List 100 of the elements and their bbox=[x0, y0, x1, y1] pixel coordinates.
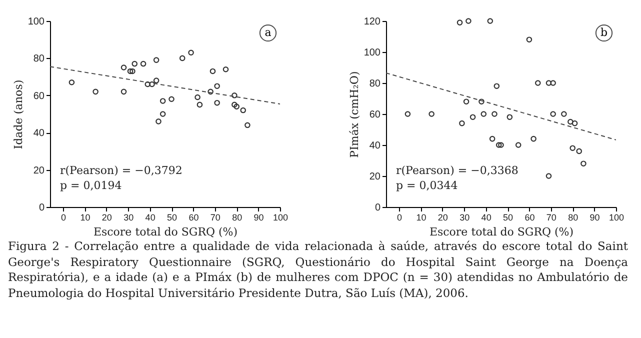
x-tick-label: 60 bbox=[524, 212, 535, 222]
point bbox=[404, 111, 411, 117]
point bbox=[153, 78, 160, 84]
point bbox=[534, 80, 541, 86]
point bbox=[550, 111, 556, 117]
point bbox=[120, 64, 127, 70]
x-tick-label: 50 bbox=[503, 212, 514, 222]
point bbox=[489, 136, 496, 142]
point bbox=[456, 20, 463, 26]
y-tick-label: 20 bbox=[33, 165, 45, 176]
point bbox=[222, 66, 229, 72]
y-axis-title: PImáx (cmH₂O) bbox=[348, 71, 361, 158]
point bbox=[580, 160, 586, 166]
y-tick-label: 80 bbox=[33, 54, 45, 65]
x-tick-label: 70 bbox=[210, 212, 220, 222]
x-tick-label: 20 bbox=[102, 212, 112, 222]
point bbox=[244, 122, 250, 128]
x-tick-label: 30 bbox=[460, 212, 470, 222]
annotation: r(Pearson) = −0,3368 bbox=[396, 164, 518, 177]
point bbox=[149, 81, 155, 88]
y-tick-label: 20 bbox=[369, 172, 381, 182]
x-tick-label: 10 bbox=[80, 212, 90, 222]
point bbox=[234, 104, 240, 110]
y-tick-label: 0 bbox=[38, 202, 45, 214]
point bbox=[194, 94, 200, 100]
point bbox=[498, 142, 504, 148]
x-tick-label: 100 bbox=[608, 212, 624, 222]
annotation: p = 0,0344 bbox=[396, 179, 458, 192]
x-tick-label: 100 bbox=[272, 212, 288, 222]
x-tick-label: 90 bbox=[254, 212, 264, 222]
x-axis-title: Escore total do SGRQ (%) bbox=[429, 226, 574, 238]
point bbox=[214, 100, 220, 106]
point bbox=[144, 81, 151, 88]
annotation: r(Pearson) = −0,3792 bbox=[60, 164, 182, 177]
point bbox=[561, 111, 567, 117]
x-tick-label: 80 bbox=[568, 212, 578, 222]
point bbox=[240, 107, 246, 114]
point bbox=[570, 145, 576, 151]
point bbox=[546, 80, 552, 86]
annotation: b bbox=[600, 26, 608, 39]
point bbox=[168, 96, 174, 102]
point bbox=[196, 102, 203, 108]
point bbox=[568, 118, 574, 125]
point bbox=[179, 55, 186, 62]
x-tick-label: 90 bbox=[590, 212, 600, 222]
point bbox=[576, 148, 582, 154]
x-tick-label: 50 bbox=[167, 212, 178, 222]
point bbox=[160, 98, 166, 104]
point bbox=[546, 173, 552, 179]
point bbox=[526, 36, 532, 42]
point bbox=[132, 60, 138, 67]
point bbox=[160, 111, 166, 117]
y-tick-label: 40 bbox=[369, 140, 381, 152]
x-tick-label: 10 bbox=[416, 212, 426, 222]
x-axis-title: Escore total do SGRQ (%) bbox=[93, 226, 238, 238]
y-axis-title: Idade (anos) bbox=[12, 80, 25, 150]
point bbox=[487, 18, 494, 24]
y-tick-label: 60 bbox=[369, 110, 381, 120]
point bbox=[550, 80, 556, 86]
point bbox=[188, 50, 194, 56]
point bbox=[210, 68, 216, 74]
point bbox=[466, 18, 472, 24]
x-tick-label: 40 bbox=[481, 212, 492, 222]
point bbox=[127, 68, 134, 74]
y-tick-label: 100 bbox=[28, 16, 45, 28]
x-tick-label: 80 bbox=[232, 212, 242, 222]
point bbox=[530, 136, 536, 142]
point bbox=[492, 111, 498, 117]
point bbox=[156, 118, 162, 124]
text: Figura 2 - Correlação entre a qualidade de vida relacionada à saúde, através do escore total do Saint George's Respiratory Questionnaire (SGRQ, Questionário do Hospital Saint George na Doença Respiratória), e a idade (a) e a PImáx (b) de mulheres com DPOC (n = 30) atendidas no Ambulatório de Pneumologia do Hospital Universitário Presidente Dutra, São Luís (MA), 2006. bbox=[8, 239, 628, 302]
point bbox=[459, 120, 465, 126]
point bbox=[140, 60, 146, 67]
point bbox=[480, 111, 487, 117]
point bbox=[208, 88, 214, 95]
point bbox=[494, 83, 500, 89]
point bbox=[120, 88, 127, 95]
point bbox=[92, 88, 98, 95]
y-tick-label: 100 bbox=[364, 48, 381, 58]
y-tick-label: 80 bbox=[369, 78, 381, 90]
point bbox=[478, 98, 484, 104]
x-tick-label: 70 bbox=[546, 212, 556, 222]
point bbox=[506, 114, 513, 120]
point bbox=[496, 142, 502, 148]
point bbox=[214, 83, 220, 89]
x-tick-label: 20 bbox=[438, 212, 448, 222]
x-tick-label: 0 bbox=[61, 212, 66, 222]
point bbox=[232, 102, 238, 108]
point bbox=[515, 142, 522, 148]
point bbox=[130, 68, 136, 74]
y-tick-label: 60 bbox=[33, 90, 45, 102]
point bbox=[428, 111, 434, 117]
point bbox=[153, 57, 160, 63]
y-tick-label: 40 bbox=[33, 128, 45, 140]
x-tick-label: 30 bbox=[124, 212, 134, 222]
point bbox=[463, 98, 470, 104]
y-tick-label: 0 bbox=[374, 202, 381, 214]
x-tick-label: 40 bbox=[145, 212, 156, 222]
x-tick-label: 0 bbox=[397, 212, 402, 222]
point bbox=[68, 79, 75, 86]
y-tick-label: 120 bbox=[364, 16, 381, 28]
